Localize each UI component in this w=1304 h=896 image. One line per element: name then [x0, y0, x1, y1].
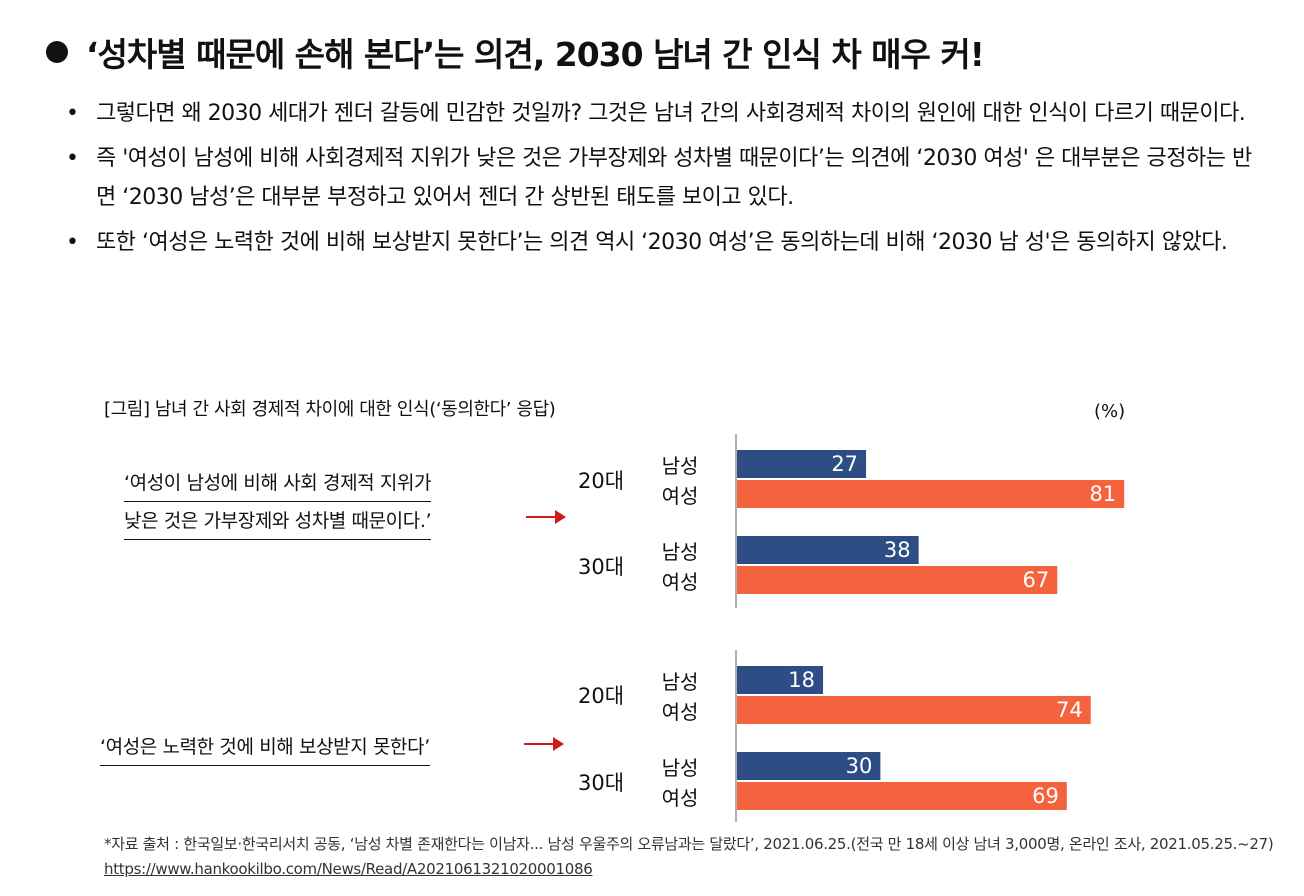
bar-male [737, 450, 867, 478]
statement-2-line-1: ‘여성은 노력한 것에 비해 보상받지 못한다’ [100, 728, 430, 766]
source-link[interactable]: https://www.hankookilbo.com/News/Read/A2… [104, 860, 593, 878]
bar-female [737, 480, 1125, 508]
arrow-icon [524, 737, 564, 751]
bar-female [737, 566, 1058, 594]
bar-value-label: 74 [1056, 698, 1083, 722]
sex-label-male: 남성 [661, 540, 699, 564]
source-text: *자료 출처 : 한국일보·한국리서치 공동, ‘남성 차별 존재한다는 이남자… [104, 835, 1274, 853]
bar-value-label: 67 [1023, 568, 1050, 592]
bar-female [737, 782, 1067, 810]
title-text: ‘성차별 때문에 손해 본다’는 의견, 2030 남녀 간 인식 차 매우 커… [86, 35, 985, 74]
bullet-item: 즉 '여성이 남성에 비해 사회경제적 지위가 낮은 것은 가부장제와 성차별 … [66, 139, 1271, 217]
bar-value-label: 38 [884, 538, 911, 562]
sex-label-male: 남성 [661, 756, 699, 780]
bar-male [737, 752, 881, 780]
figure-caption: [그림] 남녀 간 사회 경제적 차이에 대한 인식(‘동의한다’ 응답) [104, 399, 556, 420]
age-label-30: 30대 [577, 555, 625, 579]
sex-label-female: 여성 [661, 786, 699, 810]
sex-label-male: 남성 [661, 670, 699, 694]
age-label-20: 20대 [577, 469, 625, 493]
statement-1-line-2: 낮은 것은 가부장제와 성차별 때문이다.’ [124, 502, 432, 540]
bullet-item: 또한 ‘여성은 노력한 것에 비해 보상받지 못한다’는 의견 역시 ‘2030… [66, 223, 1271, 262]
bar-male [737, 536, 919, 564]
sex-label-male: 남성 [661, 454, 699, 478]
title-bullet-icon [46, 41, 68, 63]
statement-2: ‘여성은 노력한 것에 비해 보상받지 못한다’ [100, 728, 430, 766]
sex-label-female: 여성 [661, 484, 699, 508]
source-note: *자료 출처 : 한국일보·한국리서치 공동, ‘남성 차별 존재한다는 이남자… [104, 832, 1284, 882]
bar-value-label: 30 [846, 754, 873, 778]
bar-value-label: 69 [1032, 784, 1059, 808]
bullet-item: 그렇다면 왜 2030 세대가 젠더 갈등에 민감한 것일까? 그것은 남녀 간… [66, 94, 1271, 133]
arrow-icon [526, 510, 566, 524]
bullet-list: 그렇다면 왜 2030 세대가 젠더 갈등에 민감한 것일까? 그것은 남녀 간… [66, 94, 1271, 268]
sex-label-female: 여성 [661, 570, 699, 594]
sex-label-female: 여성 [661, 700, 699, 724]
unit-label: (%) [1094, 401, 1126, 422]
page-title: ‘성차별 때문에 손해 본다’는 의견, 2030 남녀 간 인식 차 매우 커… [30, 28, 1290, 76]
bar-value-label: 81 [1089, 482, 1116, 506]
bar-value-label: 27 [831, 452, 858, 476]
statement-1-line-1: ‘여성이 남성에 비해 사회 경제적 지위가 [124, 464, 432, 502]
statement-1: ‘여성이 남성에 비해 사회 경제적 지위가 낮은 것은 가부장제와 성차별 때… [124, 464, 432, 540]
age-label-30: 30대 [577, 771, 625, 795]
bar-female [737, 696, 1091, 724]
age-label-20: 20대 [577, 684, 625, 708]
bar-male [737, 666, 824, 694]
bar-value-label: 18 [788, 668, 815, 692]
